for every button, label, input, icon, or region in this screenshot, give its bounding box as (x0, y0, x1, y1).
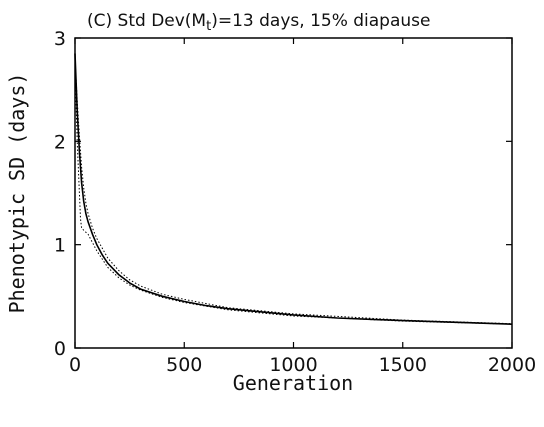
series-line-dotted-1 (74, 68, 513, 325)
chart-title-rest: )=13 days, 15% diapause (211, 11, 430, 31)
x-axis-label: Generation (233, 371, 353, 395)
y-axis-ticks: 0 1 2 3 (54, 28, 512, 360)
chart-title-subscript: t (206, 19, 211, 34)
x-axis-ticks: 0 500 1000 1500 2000 (69, 38, 536, 376)
series-layer (74, 53, 513, 325)
chart-title: (C) Std Dev(Mt)=13 days, 15% diapause (87, 11, 430, 34)
y-tick-label: 0 (54, 338, 66, 360)
x-tick-label: 1000 (269, 354, 317, 376)
x-tick-label: 500 (166, 354, 202, 376)
series-line-solid (74, 53, 513, 325)
series-line-dotted-2 (74, 58, 513, 325)
x-tick-label: 2000 (488, 354, 536, 376)
chart-title-main: (C) Std Dev(M (87, 11, 206, 31)
y-axis-label: Phenotypic SD (days) (5, 73, 29, 314)
x-tick-label: 0 (69, 354, 81, 376)
y-tick-label: 1 (54, 235, 66, 257)
y-tick-label: 2 (54, 131, 66, 153)
x-tick-label: 1500 (379, 354, 427, 376)
y-tick-label: 3 (54, 28, 66, 50)
plot-frame (74, 37, 513, 349)
